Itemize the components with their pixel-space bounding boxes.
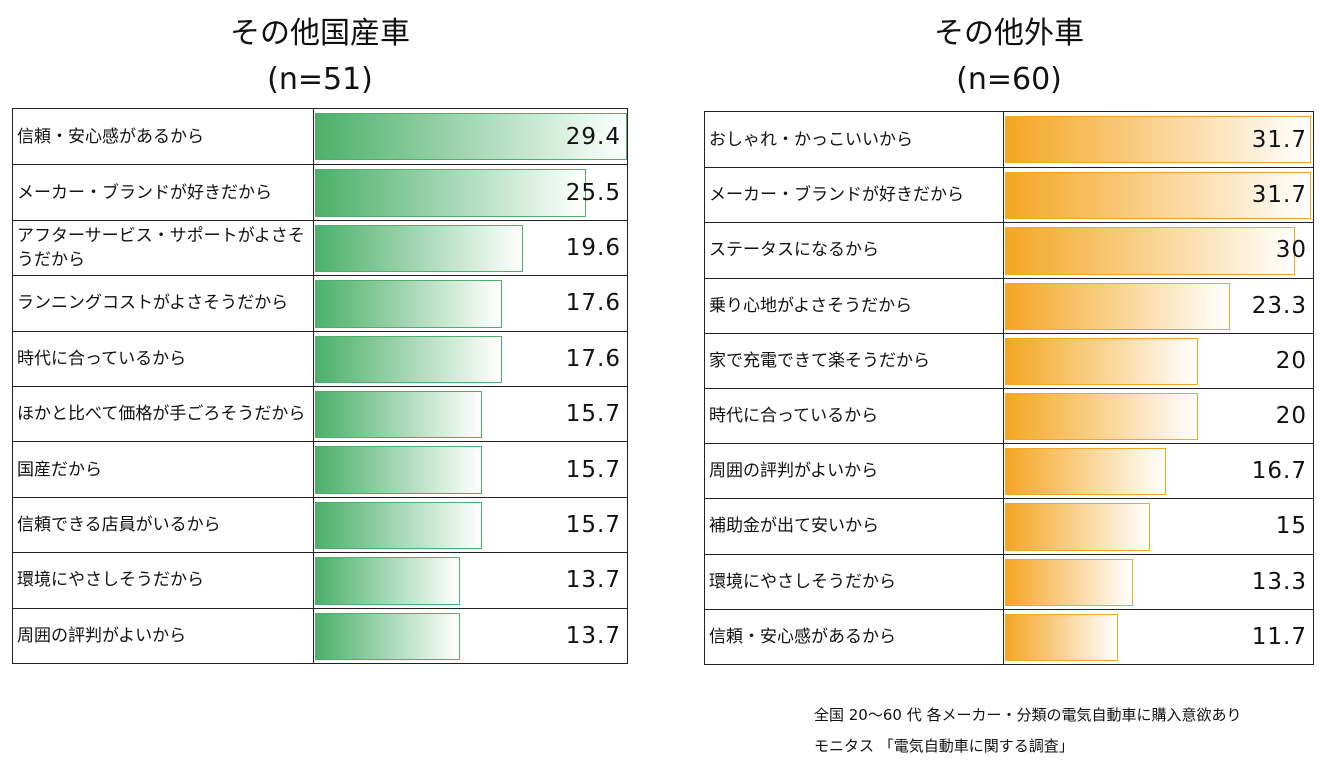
value-label: 30 — [1275, 237, 1307, 264]
category-label: ランニングコストがよさそうだから — [17, 293, 289, 314]
value-label: 20 — [1275, 347, 1307, 374]
category-label: 信頼・安心感があるから — [709, 626, 896, 647]
bar-table: おしゃれ・かっこいいから 31.7 メーカー・ブランドが好きだから 31.7 ステータス… — [704, 111, 1314, 665]
category-label: 時代に合っているから — [17, 348, 187, 369]
footnote-source: モニタス 「電気自動車に関する調査」 — [814, 737, 1074, 755]
bar — [315, 224, 523, 273]
category-label: おしゃれ・かっこいいから — [709, 129, 913, 150]
chart-subtitle: (n=51) — [267, 62, 373, 97]
bar — [1005, 172, 1311, 220]
category-label: 信頼できる店員がいるから — [17, 514, 221, 535]
bar-row: 信頼できる店員がいるから 15.7 — [13, 496, 627, 552]
bar — [315, 280, 502, 328]
chart-title: その他外車 — [934, 16, 1084, 51]
bar — [315, 113, 627, 161]
category-label: 信頼・安心感があるから — [17, 126, 204, 147]
bar — [1005, 503, 1150, 551]
bar-row: 環境にやさしそうだから 13.3 — [705, 553, 1313, 609]
value-label: 16.7 — [1251, 458, 1307, 485]
value-label: 19.6 — [565, 234, 621, 261]
category-label: ほかと比べて価格が手ごろそうだから — [17, 404, 306, 425]
bar — [1005, 393, 1199, 441]
bar — [315, 501, 482, 550]
chart-title: その他国産車 — [230, 16, 410, 51]
bar — [315, 612, 461, 660]
bar-row: メーカー・ブランドが好きだから 31.7 — [705, 167, 1313, 222]
value-label: 17.6 — [565, 345, 621, 372]
bar — [1005, 116, 1311, 164]
bar-table: 信頼・安心感があるから 29.4 メーカー・ブランドが好きだから 25.5 アフターサー… — [12, 108, 628, 664]
value-label: 29.4 — [565, 123, 621, 150]
value-label: 31.7 — [1251, 126, 1307, 153]
bar-row: 周囲の評判がよいから 16.7 — [705, 443, 1313, 498]
category-label: 家で充電できて楽そうだから — [709, 350, 930, 371]
value-label: 17.6 — [565, 290, 621, 317]
category-label: ステータスになるから — [709, 240, 879, 261]
bar — [1005, 227, 1295, 275]
value-label: 13.7 — [565, 622, 621, 649]
footnote-survey-scope: 全国 20～60 代 各メーカー・分類の電気自動車に購入意欲あり — [814, 706, 1242, 724]
category-label: 環境にやさしそうだから — [709, 571, 896, 592]
bar-row: おしゃれ・かっこいいから 31.7 — [705, 112, 1313, 167]
category-label: 周囲の評判がよいから — [709, 461, 879, 482]
bar-row: アフターサービス・サポートがよさそうだから 19.6 — [13, 219, 627, 275]
bar-row: 家で充電できて楽そうだから 20 — [705, 332, 1313, 388]
bar-row: 信頼・安心感があるから 29.4 — [13, 109, 627, 164]
chart-subtitle: (n=60) — [956, 62, 1062, 97]
bar — [315, 335, 502, 383]
bar — [315, 446, 482, 494]
value-label: 15.7 — [565, 401, 621, 428]
bar — [1005, 337, 1199, 385]
bar-row: ほかと比べて価格が手ごろそうだから 15.7 — [13, 386, 627, 441]
category-label: 乗り心地がよさそうだから — [709, 295, 913, 316]
category-label: 周囲の評判がよいから — [17, 625, 187, 646]
bar-row: 環境にやさしそうだから 13.7 — [13, 552, 627, 607]
bar — [315, 169, 586, 217]
value-label: 15 — [1275, 513, 1307, 540]
bar-row: ステータスになるから 30 — [705, 222, 1313, 277]
bar-row: 乗り心地がよさそうだから 23.3 — [705, 277, 1313, 333]
value-label: 20 — [1275, 403, 1307, 430]
bar-row: ランニングコストがよさそうだから 17.6 — [13, 275, 627, 330]
category-label: 補助金が出て安いから — [709, 516, 879, 537]
value-label: 15.7 — [565, 456, 621, 483]
bar-row: 時代に合っているから 17.6 — [13, 330, 627, 386]
value-label: 23.3 — [1251, 292, 1307, 319]
bar — [1005, 558, 1134, 606]
bar-row: 信頼・安心感があるから 11.7 — [705, 608, 1313, 664]
bar — [1005, 282, 1230, 330]
value-label: 31.7 — [1251, 182, 1307, 209]
value-label: 13.3 — [1251, 568, 1307, 595]
value-label: 13.7 — [565, 567, 621, 594]
bar — [315, 391, 482, 439]
bar-row: メーカー・ブランドが好きだから 25.5 — [13, 164, 627, 219]
bar — [1005, 448, 1167, 496]
bar-row: 時代に合っているから 20 — [705, 388, 1313, 443]
category-label: 環境にやさしそうだから — [17, 570, 204, 591]
category-label: メーカー・ブランドが好きだから — [17, 182, 272, 203]
value-label: 25.5 — [565, 179, 621, 206]
category-label: 時代に合っているから — [709, 406, 879, 427]
bar — [1005, 613, 1118, 661]
value-label: 15.7 — [565, 511, 621, 538]
category-label: 国産だから — [17, 459, 102, 480]
bar-row: 国産だから 15.7 — [13, 441, 627, 496]
category-label: メーカー・ブランドが好きだから — [709, 185, 964, 206]
bar-row: 周囲の評判がよいから 13.7 — [13, 607, 627, 663]
category-label: アフターサービス・サポートがよさそうだから — [17, 225, 305, 270]
bar-row: 補助金が出て安いから 15 — [705, 498, 1313, 553]
bar — [315, 557, 461, 605]
value-label: 11.7 — [1251, 623, 1307, 650]
